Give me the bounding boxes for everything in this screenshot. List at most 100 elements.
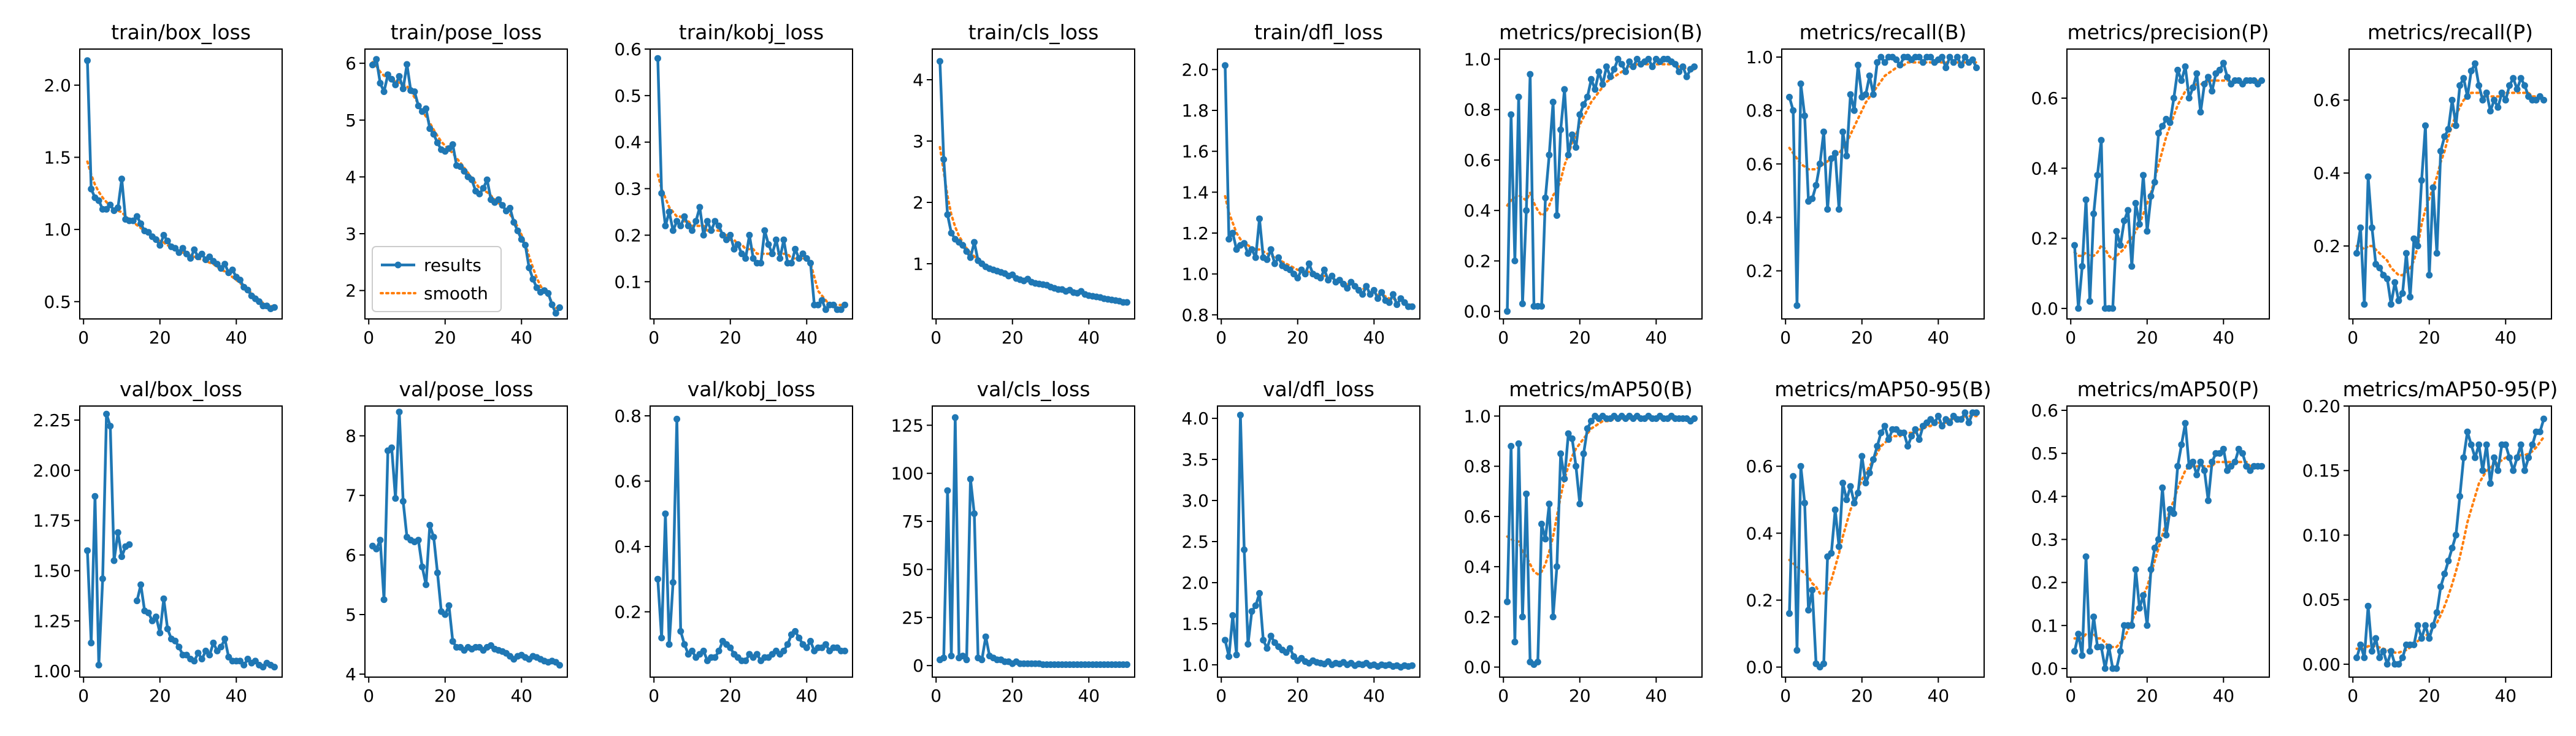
results-point: [103, 205, 110, 213]
y-tick-label: 0.2: [1746, 261, 1773, 282]
results-point: [1824, 205, 1831, 213]
results-point: [1816, 160, 1823, 167]
results-point: [2486, 107, 2494, 115]
x-tick-label: 20: [1287, 686, 1309, 706]
y-tick-label: 1.4: [1181, 182, 1209, 202]
results-point: [2464, 93, 2471, 100]
results-point: [1389, 291, 1397, 298]
results-point: [1252, 602, 1259, 609]
results-point: [442, 611, 449, 618]
results-point: [194, 650, 202, 657]
results-point: [2414, 242, 2421, 250]
results-point: [1553, 212, 1560, 219]
results-point: [803, 644, 810, 651]
results-point: [118, 553, 125, 561]
results-point: [2082, 553, 2090, 561]
results-point: [1584, 425, 1591, 432]
results-point: [434, 569, 441, 577]
results-point: [373, 545, 380, 553]
results-point: [2364, 602, 2372, 610]
subplot: metrics/recall(B) 0 20 40 0.2 0.4 0.6 0.8 1.0: [1746, 20, 1985, 348]
plot-frame: [79, 405, 283, 678]
smooth-series-line: [656, 173, 846, 307]
y-tick-label: 0.6: [2031, 88, 2058, 109]
y-tick-label: 3.0: [1181, 491, 1209, 511]
x-tick-label: 20: [2136, 686, 2158, 706]
results-point: [1797, 80, 1804, 88]
results-point: [2090, 613, 2098, 621]
results-point: [2144, 622, 2151, 629]
subplot-title: metrics/mAP50(B): [1509, 377, 1693, 401]
results-point: [172, 637, 179, 645]
results-point: [2086, 297, 2093, 305]
subplot: metrics/mAP50(P) 0 20 40 0.0 0.1 0.2 0.3 0.4 0.5 0…: [2031, 377, 2270, 706]
y-tick-label: 0.6: [1463, 507, 1491, 527]
results-point: [153, 613, 159, 621]
y-tick-label: 1.0: [44, 220, 71, 240]
y-tick-label: 6: [345, 545, 356, 565]
subplot-title: metrics/precision(P): [2067, 20, 2269, 44]
plot-frame: [2348, 405, 2552, 678]
results-point: [2441, 570, 2448, 578]
results-point: [1919, 59, 1926, 66]
results-point: [1222, 637, 1229, 644]
results-point: [430, 131, 437, 138]
results-point: [818, 297, 826, 304]
results-point: [1835, 205, 1842, 213]
results-point: [1409, 662, 1416, 669]
results-point: [788, 259, 795, 267]
results-point: [2456, 493, 2464, 500]
results-point: [145, 229, 152, 236]
results-point: [2433, 609, 2440, 616]
plot-frame: [1499, 405, 1703, 678]
results-point: [681, 213, 688, 220]
y-tick-label: 0.0: [1463, 657, 1491, 678]
results-point: [1393, 301, 1401, 309]
results-point: [1263, 256, 1271, 263]
results-point: [1267, 246, 1275, 253]
results-point: [1973, 64, 1980, 71]
results-point: [411, 88, 418, 95]
results-point: [1534, 658, 1541, 665]
y-tick-label: 2.0: [44, 75, 71, 96]
y-tick-label: 0.2: [614, 602, 642, 622]
results-point: [2433, 250, 2440, 257]
y-tick-label: 1.0: [1181, 655, 1209, 675]
results-point: [1561, 86, 1568, 93]
x-tick-label: 20: [1002, 328, 1024, 348]
y-tick-label: 0.4: [1463, 557, 1491, 577]
x-tick-label: 20: [434, 686, 456, 706]
y-tick-label: 1.8: [1181, 101, 1209, 121]
results-point: [2353, 654, 2360, 661]
subplot-title: metrics/recall(P): [2367, 20, 2533, 44]
results-point: [2540, 96, 2547, 104]
results-point: [2209, 88, 2216, 95]
results-point: [1626, 58, 1633, 66]
results-point: [1797, 462, 1804, 470]
results-point: [2193, 471, 2201, 478]
results-point: [2372, 635, 2380, 642]
results-point: [1519, 613, 1526, 621]
y-tick-label: 2.0: [1181, 573, 1209, 593]
results-point: [1248, 246, 1255, 253]
y-tick-label: 50: [902, 559, 924, 580]
subplot: metrics/mAP50-95(P) 0 20 40 0.00 0.05 0.10 0.15…: [2302, 377, 2558, 706]
results-point: [1973, 409, 1980, 416]
results-point: [799, 250, 807, 258]
results-point: [1568, 435, 1576, 442]
subplot-title: metrics/mAP50(P): [2077, 377, 2260, 401]
results-point: [2140, 172, 2147, 179]
results-point: [2185, 462, 2193, 470]
results-point: [514, 227, 521, 234]
subplot: val/cls_loss 0 20 40 0 25 50 75 100 125: [891, 377, 1135, 706]
results-point: [1843, 496, 1850, 504]
results-point: [2128, 622, 2136, 629]
results-point: [369, 61, 376, 69]
results-point: [1828, 550, 1835, 557]
results-point: [807, 637, 814, 645]
results-point: [1934, 412, 1942, 420]
y-tick-label: 0.8: [1463, 456, 1491, 477]
results-point: [380, 88, 388, 95]
results-point: [2197, 109, 2204, 116]
